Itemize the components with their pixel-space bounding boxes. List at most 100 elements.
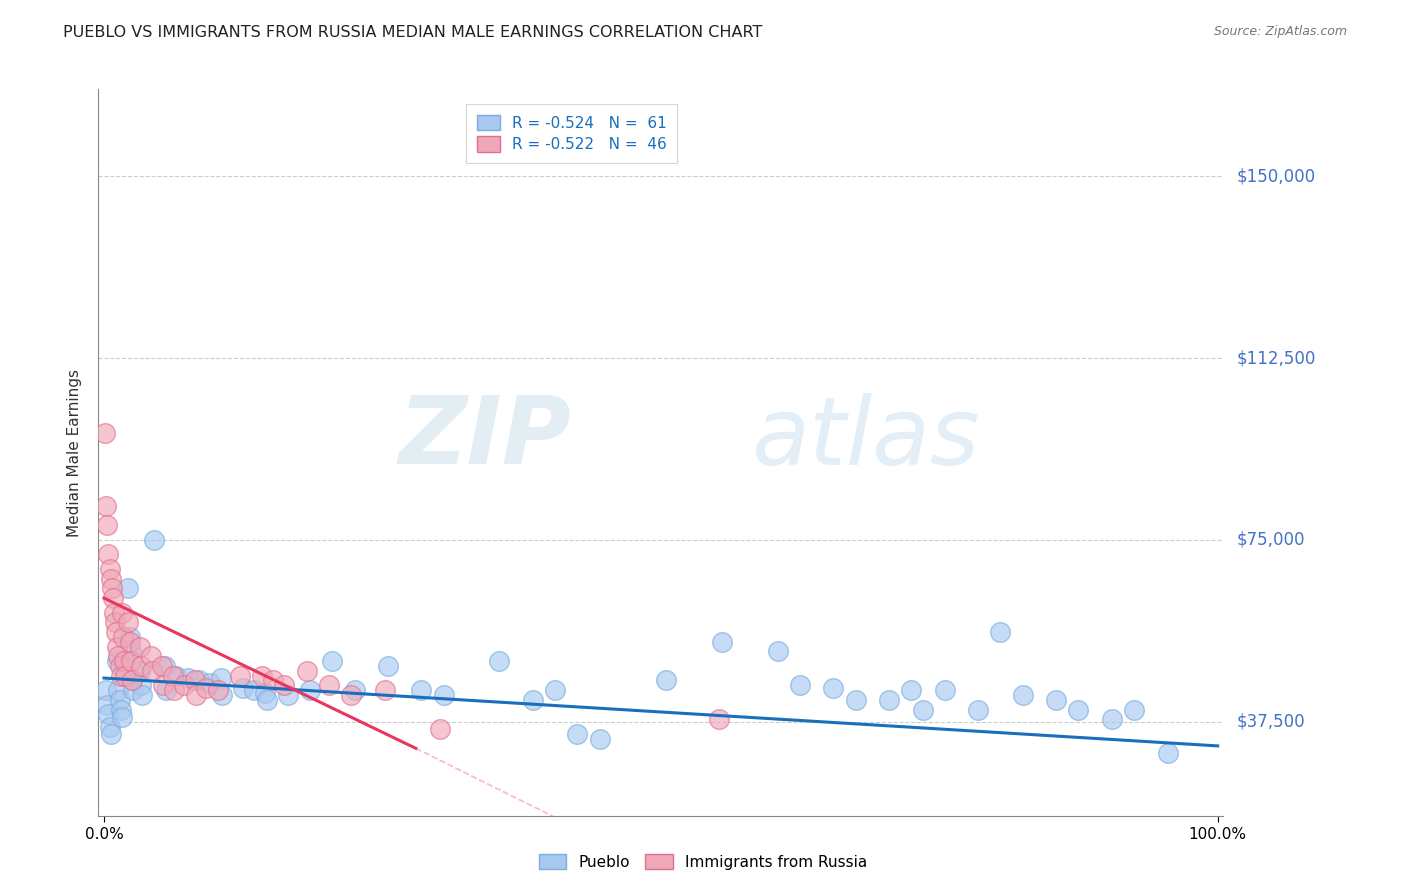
Text: ZIP: ZIP [398, 392, 571, 484]
Point [184, 673, 207, 688]
Point [117, 582, 139, 596]
Legend: R = -0.524   N =  61, R = -0.522   N =  46: R = -0.524 N = 61, R = -0.522 N = 46 [465, 104, 678, 163]
Point [433, 688, 456, 702]
Point [128, 664, 150, 678]
Point [1101, 712, 1123, 726]
Point [112, 654, 135, 668]
Point [165, 668, 187, 682]
Point [98, 562, 121, 576]
Point [277, 688, 299, 702]
Point [97, 548, 120, 562]
Text: PUEBLO VS IMMIGRANTS FROM RUSSIA MEDIAN MALE EARNINGS CORRELATION CHART: PUEBLO VS IMMIGRANTS FROM RUSSIA MEDIAN … [63, 25, 762, 40]
Point [567, 727, 589, 741]
Point [211, 688, 233, 702]
Point [229, 668, 252, 682]
Point [107, 649, 129, 664]
Point [845, 693, 868, 707]
Point [155, 659, 177, 673]
Text: $75,000: $75,000 [1237, 531, 1306, 549]
Point [107, 683, 129, 698]
Point [101, 591, 124, 606]
Point [195, 681, 218, 695]
Point [429, 722, 451, 736]
Point [273, 678, 295, 692]
Point [100, 727, 122, 741]
Point [118, 634, 141, 648]
Point [110, 702, 132, 716]
Point [250, 668, 273, 682]
Point [900, 683, 922, 698]
Legend: Pueblo, Immigrants from Russia: Pueblo, Immigrants from Russia [531, 847, 875, 877]
Point [295, 664, 318, 678]
Point [232, 681, 254, 695]
Point [108, 659, 131, 673]
Point [141, 664, 163, 678]
Point [162, 668, 184, 682]
Point [411, 683, 433, 698]
Point [377, 659, 399, 673]
Point [298, 683, 321, 698]
Point [129, 678, 152, 692]
Point [143, 533, 166, 547]
Point [118, 630, 141, 644]
Point [152, 678, 174, 692]
Point [318, 678, 340, 692]
Point [105, 654, 128, 668]
Point [488, 654, 510, 668]
Point [340, 688, 363, 702]
Point [254, 685, 277, 699]
Text: Source: ZipAtlas.com: Source: ZipAtlas.com [1213, 25, 1347, 38]
Point [111, 710, 134, 724]
Point [911, 702, 934, 716]
Point [766, 644, 789, 658]
Point [111, 630, 134, 644]
Point [967, 702, 990, 716]
Point [1156, 746, 1178, 760]
Point [588, 731, 610, 746]
Point [120, 644, 142, 658]
Point [789, 678, 811, 692]
Point [990, 625, 1012, 640]
Point [262, 673, 284, 688]
Point [711, 634, 734, 648]
Text: $37,500: $37,500 [1237, 713, 1306, 731]
Point [544, 683, 567, 698]
Point [823, 681, 845, 695]
Point [129, 659, 152, 673]
Point [96, 499, 118, 513]
Y-axis label: Median Male Earnings: Median Male Earnings [67, 368, 83, 537]
Point [343, 683, 366, 698]
Point [1011, 688, 1033, 702]
Point [522, 693, 544, 707]
Point [163, 683, 186, 698]
Point [139, 649, 162, 664]
Point [187, 673, 209, 688]
Point [122, 683, 145, 698]
Point [94, 426, 117, 441]
Point [121, 673, 143, 688]
Point [934, 683, 956, 698]
Point [176, 671, 198, 685]
Point [321, 654, 343, 668]
Point [131, 688, 153, 702]
Point [1067, 702, 1090, 716]
Text: $150,000: $150,000 [1237, 168, 1316, 186]
Point [96, 683, 118, 698]
Point [128, 640, 150, 654]
Point [1045, 693, 1067, 707]
Point [120, 654, 142, 668]
Text: $112,500: $112,500 [1237, 349, 1316, 368]
Point [104, 615, 127, 630]
Point [150, 659, 173, 673]
Point [98, 719, 121, 733]
Point [243, 683, 266, 698]
Point [374, 683, 396, 698]
Text: atlas: atlas [751, 392, 979, 483]
Point [96, 518, 118, 533]
Point [209, 671, 232, 685]
Point [101, 582, 124, 596]
Point [256, 693, 278, 707]
Point [103, 606, 125, 620]
Point [105, 640, 128, 654]
Point [655, 673, 678, 688]
